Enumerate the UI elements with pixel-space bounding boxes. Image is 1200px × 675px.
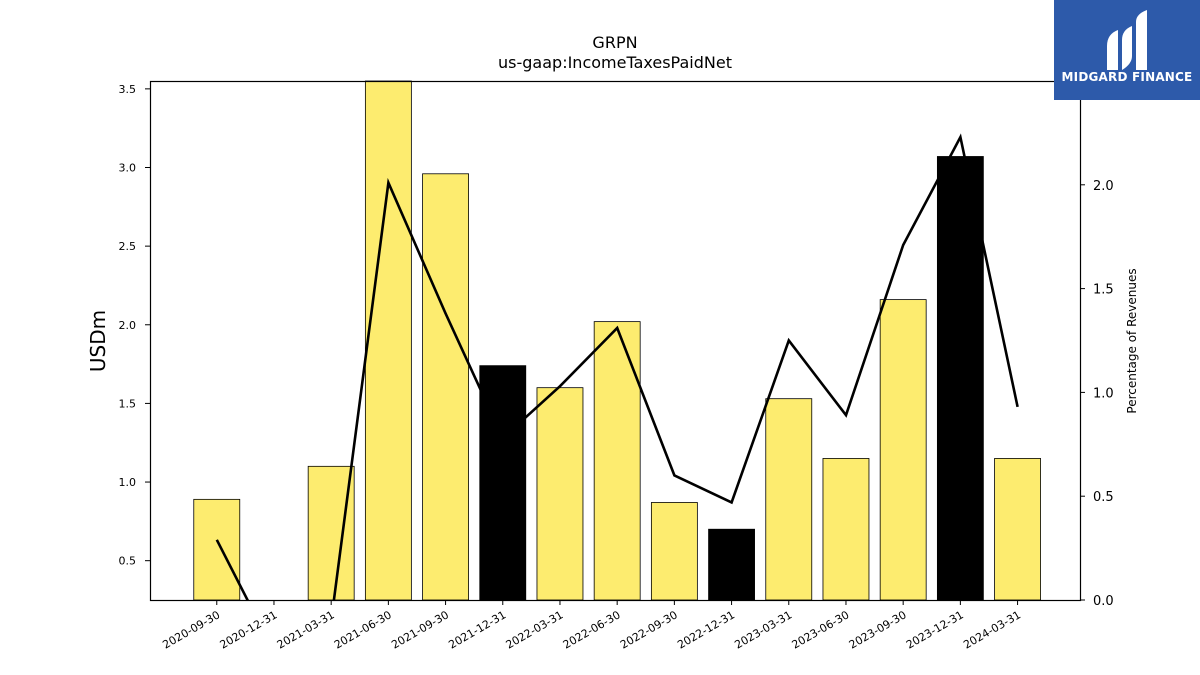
bar-2020-09-30 [193,498,241,601]
y-tick-label: 2.5 [119,240,137,253]
brand-name: MIDGARD FINANCE [1062,70,1193,84]
y-tick-label: 1.0 [119,476,137,489]
bar-2022-12-31 [708,528,755,601]
x-tick-label: 2021-09-30 [389,608,451,651]
y-tick-label: 3.5 [119,83,137,96]
chart-subtitle: us-gaap:IncomeTaxesPaidNet [498,53,732,72]
y-axis-label: USDm [86,310,110,372]
y-axis: 0.5 1.0 1.5 2.0 2.5 3.0 3.5 [119,83,150,568]
bar-2022-03-31 [536,387,584,601]
chart-title: GRPN [592,33,637,52]
y-tick-label: 2.0 [119,319,137,332]
y-tick-label: 0.5 [119,555,137,568]
bar-2021-06-30 [364,80,412,601]
bar-2023-12-31 [936,156,984,601]
y-tick-label: 3.0 [119,162,137,175]
bar-2021-09-30 [422,173,469,601]
bar-2023-06-30 [822,458,870,601]
y2-tick-label: 0.0 [1093,594,1114,609]
x-tick-label: 2020-09-30 [160,608,222,651]
x-tick-label: 2020-12-31 [218,608,280,651]
y2-tick-label: 0.5 [1093,490,1114,505]
bar-2022-09-30 [650,502,698,601]
x-tick-label: 2022-09-30 [618,608,680,651]
y-tick-label: 1.5 [119,397,137,410]
x-axis: 2020-09-302020-12-312021-03-312021-06-30… [160,600,1023,652]
x-tick-label: 2023-09-30 [847,608,909,651]
bar-2021-03-31 [307,465,355,601]
bar-group [193,80,1041,601]
y2-tick-label: 2.0 [1093,179,1114,194]
bar-2022-06-30 [593,321,641,601]
x-tick-label: 2023-06-30 [790,608,852,651]
line-group [215,133,1019,600]
y2-axis-label: Percentage of Revenues [1125,268,1139,413]
plot-frame [149,80,1082,602]
x-tick-label: 2022-06-30 [561,608,623,651]
x-tick-label: 2023-03-31 [732,608,794,651]
bar-2024-03-31 [994,458,1041,601]
percentage-line [215,133,1019,600]
bar-2023-03-31 [765,398,813,601]
x-tick-label: 2024-03-31 [961,608,1023,651]
x-tick-label: 2021-03-31 [275,608,337,651]
y2-tick-label: 1.0 [1093,386,1114,401]
x-tick-label: 2023-12-31 [904,608,966,651]
y2-axis: 0.0 0.5 1.0 1.5 2.0 [1080,179,1114,609]
brand-logo-icon [1107,10,1147,70]
x-tick-label: 2022-03-31 [504,608,566,651]
x-tick-label: 2021-12-31 [446,608,508,651]
x-tick-label: 2021-06-30 [332,608,394,651]
bar-2023-09-30 [879,299,927,601]
brand-logo: MIDGARD FINANCE [1054,0,1200,100]
x-tick-label: 2022-12-31 [675,608,737,651]
y2-tick-label: 1.5 [1093,283,1114,298]
